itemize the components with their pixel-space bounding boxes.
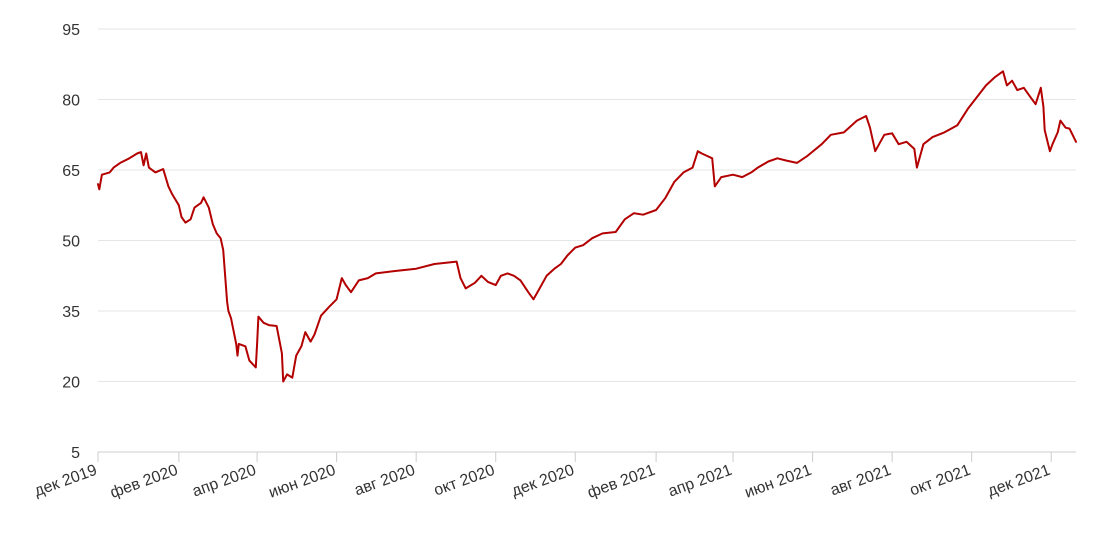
y-tick-label-20: 20: [62, 375, 80, 392]
x-tick-label-12: дек 2021: [985, 462, 1052, 500]
x-axis-labels: дек 2019 фев 2020 апр 2020 июн 2020 авг 2020…: [32, 462, 1052, 502]
y-tick-label-65: 65: [62, 163, 80, 180]
x-tick-label-0: дек 2019: [32, 462, 99, 500]
series-line-0: [97, 70, 1077, 383]
y-tick-label-50: 50: [62, 234, 80, 251]
x-tick-label-10: авг 2021: [828, 462, 893, 500]
x-tick-label-7: фев 2021: [585, 462, 657, 502]
series-group: [97, 70, 1077, 383]
x-tick-label-4: авг 2020: [352, 462, 417, 500]
y-tick-label-35: 35: [62, 304, 80, 321]
x-tick-label-8: апр 2021: [666, 462, 734, 501]
x-tick-label-2: апр 2020: [190, 462, 258, 501]
x-tick-label-6: дек 2020: [509, 462, 576, 500]
x-tick-label-9: июн 2021: [743, 462, 815, 502]
y-tick-label-95: 95: [62, 22, 80, 39]
x-tick-label-11: окт 2021: [908, 462, 974, 500]
x-tick-label-1: фев 2020: [108, 462, 180, 502]
y-axis-labels: 5 20 35 50 65 80 95: [62, 22, 80, 462]
y-tick-label-5: 5: [71, 445, 80, 462]
x-axis-ticks: [97, 452, 1052, 462]
x-tick-label-3: июн 2020: [267, 462, 339, 502]
y-gridlines: [98, 28, 1076, 382]
y-tick-label-80: 80: [62, 93, 80, 110]
x-tick-label-5: окт 2020: [432, 462, 498, 500]
